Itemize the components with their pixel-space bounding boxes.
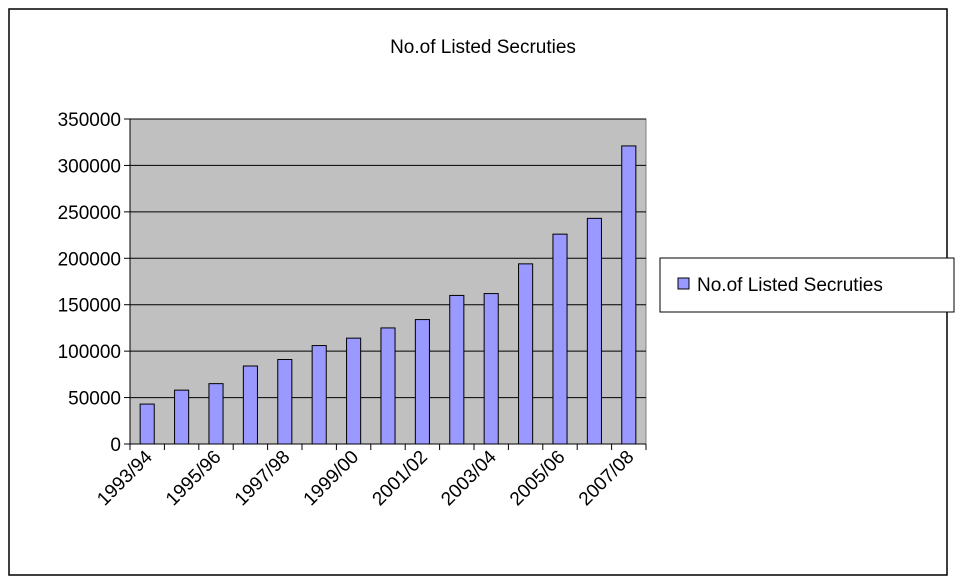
y-tick-label: 0 bbox=[110, 435, 121, 456]
legend-box bbox=[659, 257, 955, 313]
bar bbox=[621, 145, 637, 445]
bar bbox=[586, 217, 602, 445]
axes bbox=[124, 118, 647, 450]
bar bbox=[208, 383, 224, 445]
bars bbox=[139, 145, 637, 445]
bar bbox=[449, 294, 465, 445]
y-tick-label: 200000 bbox=[58, 249, 121, 270]
bar bbox=[174, 389, 190, 445]
bar bbox=[139, 403, 155, 445]
bar bbox=[552, 233, 568, 445]
y-tick-label: 300000 bbox=[58, 156, 121, 177]
legend: No.of Listed Secruties bbox=[659, 257, 955, 313]
bar bbox=[277, 359, 293, 445]
y-tick-label: 250000 bbox=[58, 203, 121, 224]
chart-title: No.of Listed Secruties bbox=[390, 37, 576, 58]
bar bbox=[414, 319, 430, 445]
legend-label: No.of Listed Secruties bbox=[697, 275, 883, 296]
y-tick-label: 100000 bbox=[58, 342, 121, 363]
y-tick-label: 50000 bbox=[68, 389, 121, 410]
bar bbox=[311, 345, 327, 445]
y-tick-label: 150000 bbox=[58, 296, 121, 317]
bar bbox=[483, 293, 499, 445]
y-tick-label: 350000 bbox=[58, 110, 121, 131]
y-tick-labels: 0 50000 100000 150000 200000 250000 300000 3500… bbox=[58, 110, 121, 456]
bar bbox=[518, 263, 534, 445]
bar bbox=[346, 337, 362, 445]
bar bbox=[380, 327, 396, 445]
legend-swatch bbox=[677, 277, 690, 290]
bar bbox=[242, 365, 258, 445]
